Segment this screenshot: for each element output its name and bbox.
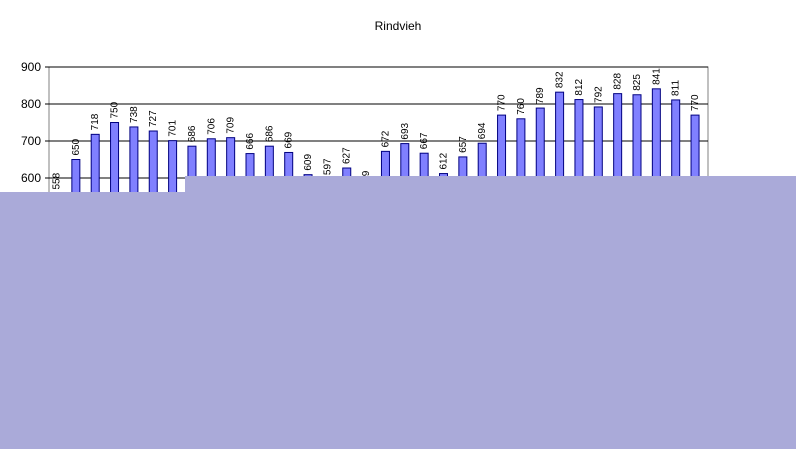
data-label: 832 bbox=[555, 71, 566, 88]
y-tick-label: 800 bbox=[21, 97, 41, 111]
data-label: 686 bbox=[187, 125, 198, 142]
data-label: 706 bbox=[206, 118, 217, 135]
data-label: 812 bbox=[574, 78, 585, 95]
data-label: 686 bbox=[264, 125, 275, 142]
data-label: 609 bbox=[303, 154, 314, 171]
data-label: 672 bbox=[380, 130, 391, 147]
y-tick-labels: 900 800 700 600 bbox=[21, 60, 41, 185]
data-label: 792 bbox=[593, 86, 604, 103]
data-label: 669 bbox=[284, 131, 295, 148]
data-label: 709 bbox=[226, 117, 237, 134]
data-label: 667 bbox=[419, 132, 430, 149]
data-label: 612 bbox=[439, 152, 450, 169]
y-tick-label: 700 bbox=[21, 134, 41, 148]
data-label: 657 bbox=[458, 136, 469, 153]
data-label: 738 bbox=[129, 106, 140, 123]
data-label: 694 bbox=[477, 122, 488, 139]
data-label: 718 bbox=[90, 113, 101, 130]
data-label: 666 bbox=[245, 132, 256, 149]
data-label: 750 bbox=[110, 101, 121, 118]
data-label: 693 bbox=[400, 122, 411, 139]
data-label: 558 bbox=[52, 172, 63, 189]
data-label: 789 bbox=[535, 87, 546, 104]
data-label: 627 bbox=[342, 147, 353, 164]
data-label: 701 bbox=[168, 120, 179, 137]
data-label: 770 bbox=[497, 94, 508, 111]
y-tick-label: 600 bbox=[21, 171, 41, 185]
data-label: 811 bbox=[671, 80, 682, 96]
data-label: 770 bbox=[690, 94, 701, 111]
overlay-panel-main bbox=[185, 176, 796, 449]
data-label: 597 bbox=[322, 158, 333, 175]
data-label: 727 bbox=[148, 110, 159, 127]
chart-title: Rindvieh bbox=[375, 19, 422, 33]
data-labels-layer: 558 650 718 750 738 727 701 686 706 709 666 686 669 6… bbox=[52, 68, 702, 190]
overlay-panel-left bbox=[0, 192, 185, 449]
data-label: 841 bbox=[651, 68, 662, 85]
data-label: 828 bbox=[613, 73, 624, 90]
y-tick-label: 900 bbox=[21, 60, 41, 74]
data-label: 79 bbox=[361, 170, 372, 182]
data-label: 760 bbox=[516, 98, 527, 115]
data-label: 650 bbox=[71, 138, 82, 155]
data-label: 825 bbox=[632, 74, 643, 91]
